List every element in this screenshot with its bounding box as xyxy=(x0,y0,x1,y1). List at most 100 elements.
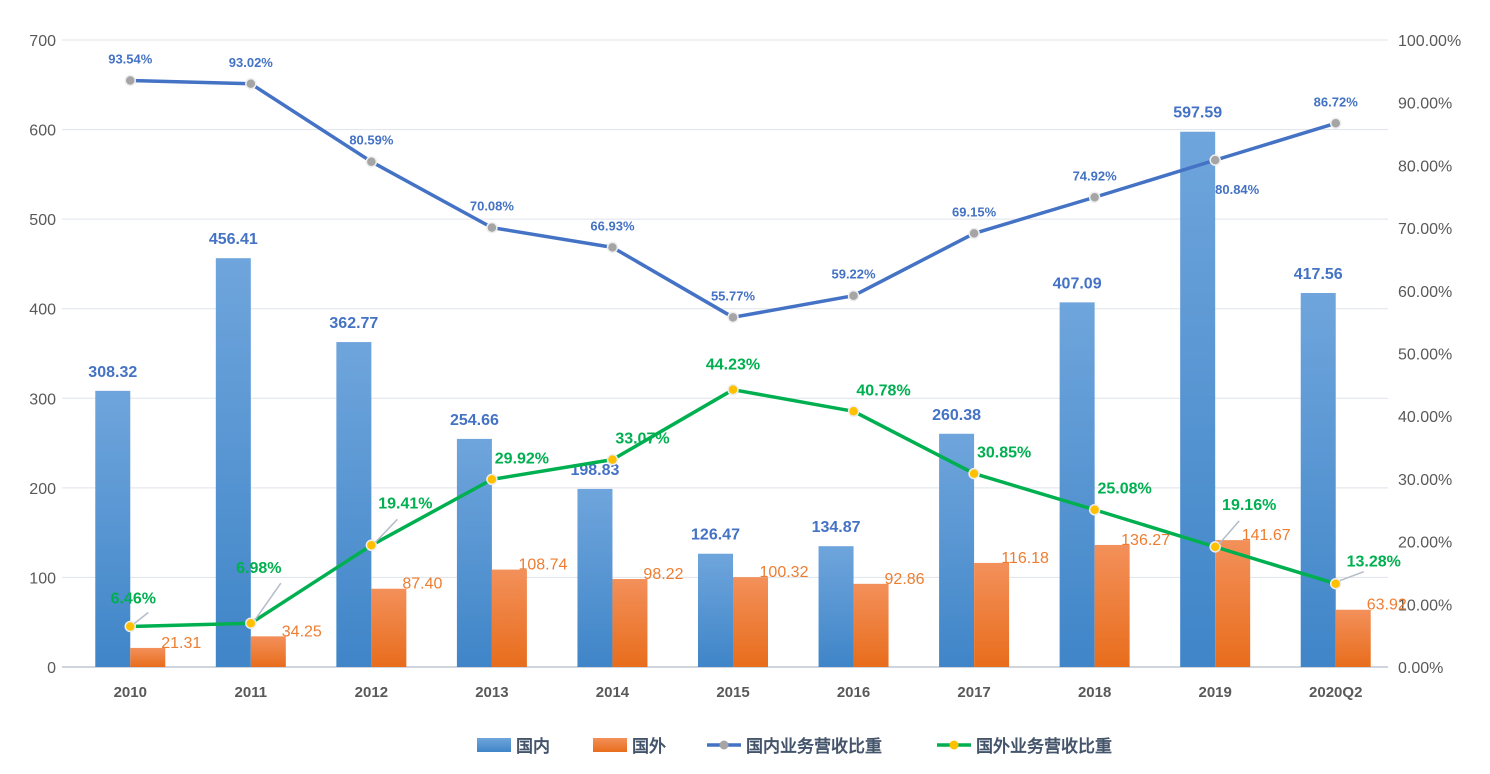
domestic-share-marker xyxy=(847,289,860,302)
y-right-tick-label: 100.00% xyxy=(1398,33,1461,50)
foreign-share-data-label: 19.41% xyxy=(378,495,432,512)
foreign-share-data-label: 25.08% xyxy=(1098,481,1152,498)
bar-domestic xyxy=(456,438,492,667)
bar-label-foreign: 116.18 xyxy=(1001,550,1049,567)
foreign-share-marker xyxy=(1088,503,1101,516)
foreign-share-data-label: 6.46% xyxy=(111,590,156,607)
x-tick-label: 2016 xyxy=(837,684,870,701)
domestic-share-data-label: 74.92% xyxy=(1073,168,1118,183)
foreign-share-data-label: 44.23% xyxy=(706,357,760,374)
bar-label-foreign: 34.25 xyxy=(282,623,322,640)
label-leader-line xyxy=(1339,571,1364,582)
legend-label-foreign: 国外 xyxy=(632,736,666,756)
domestic-share-marker xyxy=(606,241,619,254)
domestic-share-data-label: 93.54% xyxy=(108,52,153,67)
bar-label-foreign: 141.67 xyxy=(1242,527,1291,544)
y-right-tick-label: 90.00% xyxy=(1398,96,1452,113)
bar-label-foreign: 87.40 xyxy=(402,576,442,593)
bar-foreign xyxy=(733,577,768,667)
legend-marker-foreign-share xyxy=(949,740,959,750)
y-right-tick-label: 50.00% xyxy=(1398,347,1452,364)
domestic-share-data-label: 59.22% xyxy=(831,267,876,282)
bar-label-foreign: 136.27 xyxy=(1121,532,1170,549)
x-tick-label: 2013 xyxy=(475,684,508,701)
foreign-share-marker xyxy=(124,620,137,633)
legend-swatch-foreign xyxy=(593,738,627,752)
domestic-share-marker xyxy=(968,227,980,240)
domestic-share-marker xyxy=(1209,154,1221,166)
y-left-tick-label: 400 xyxy=(29,302,56,319)
x-tick-label: 2015 xyxy=(716,684,749,701)
foreign-share-marker xyxy=(365,539,378,552)
domestic-share-data-label: 86.72% xyxy=(1314,94,1359,109)
domestic-share-line xyxy=(130,78,1337,320)
y-right-tick-label: 10.00% xyxy=(1398,597,1452,614)
foreign-share-data-label: 30.85% xyxy=(977,445,1031,462)
foreign-share-marker xyxy=(245,617,257,629)
bar-foreign xyxy=(612,579,648,667)
foreign-share-marker xyxy=(968,467,980,480)
bar-domestic xyxy=(1059,302,1095,667)
bar-foreign xyxy=(130,647,166,667)
y-left-tick-label: 200 xyxy=(29,481,56,498)
domestic-share-data-label: 70.08% xyxy=(470,199,515,214)
bar-label-domestic: 417.56 xyxy=(1294,266,1343,283)
domestic-share-marker xyxy=(124,74,137,87)
bar-domestic xyxy=(818,546,854,667)
bar-label-domestic: 126.47 xyxy=(691,527,740,544)
y-right-tick-label: 70.00% xyxy=(1398,221,1452,238)
bar-foreign xyxy=(1215,540,1251,667)
legend-swatch-domestic xyxy=(477,738,511,752)
bar-foreign xyxy=(1094,544,1130,667)
foreign-share-marker xyxy=(486,473,498,486)
bar-foreign xyxy=(371,588,407,667)
y-right-tick-label: 0.00% xyxy=(1398,660,1443,677)
legend-label-domestic-share: 国内业务营收比重 xyxy=(746,736,882,756)
x-tick-label: 2010 xyxy=(114,684,147,701)
x-tick-label: 2018 xyxy=(1078,684,1111,701)
bar-label-foreign: 98.22 xyxy=(643,566,683,583)
y-right-tick-label: 20.00% xyxy=(1398,535,1452,552)
bar-label-foreign: 100.32 xyxy=(760,564,809,581)
legend-marker-domestic-share xyxy=(719,740,729,750)
bar-domestic xyxy=(215,258,251,667)
x-tick-label: 2020Q2 xyxy=(1309,684,1362,701)
bar-foreign xyxy=(250,636,286,667)
bar-foreign xyxy=(491,569,527,667)
bar-label-domestic: 260.38 xyxy=(932,407,981,424)
domestic-share-marker xyxy=(1088,191,1101,204)
foreign-share-data-label: 33.07% xyxy=(615,431,669,448)
bar-domestic xyxy=(939,433,975,667)
bar-foreign xyxy=(853,583,889,667)
bar-label-domestic: 134.87 xyxy=(812,519,861,536)
domestic-share-marker xyxy=(245,78,257,90)
bar-label-domestic: 362.77 xyxy=(329,315,378,332)
bar-domestic xyxy=(95,390,131,667)
x-tick-label: 2011 xyxy=(235,684,268,701)
domestic-share-data-label: 80.84% xyxy=(1215,182,1260,197)
foreign-share-data-label: 40.78% xyxy=(856,382,910,399)
domestic-share-marker xyxy=(486,221,498,234)
foreign-share-data-label: 6.98% xyxy=(236,560,281,577)
domestic-share-data-label: 55.77% xyxy=(711,288,756,303)
y-left-tick-label: 500 xyxy=(29,212,56,229)
x-tick-label: 2014 xyxy=(596,684,630,701)
bar-label-foreign: 108.74 xyxy=(518,557,567,574)
y-right-tick-label: 40.00% xyxy=(1398,409,1452,426)
y-right-tick-label: 30.00% xyxy=(1398,472,1452,489)
foreign-share-marker xyxy=(1209,541,1221,553)
y-left-tick-label: 0 xyxy=(47,660,56,677)
label-leader-line xyxy=(254,582,282,621)
bar-label-domestic: 407.09 xyxy=(1053,275,1102,292)
label-leader-line xyxy=(1218,520,1240,545)
y-right-tick-label: 80.00% xyxy=(1398,158,1452,175)
bar-label-domestic: 308.32 xyxy=(88,364,137,381)
domestic-share-marker xyxy=(365,155,378,168)
domestic-share-data-label: 69.15% xyxy=(952,204,997,219)
label-leader-line xyxy=(374,518,398,543)
domestic-share-data-label: 80.59% xyxy=(349,133,394,148)
domestic-share-marker xyxy=(727,311,739,324)
foreign-share-marker xyxy=(727,383,739,396)
